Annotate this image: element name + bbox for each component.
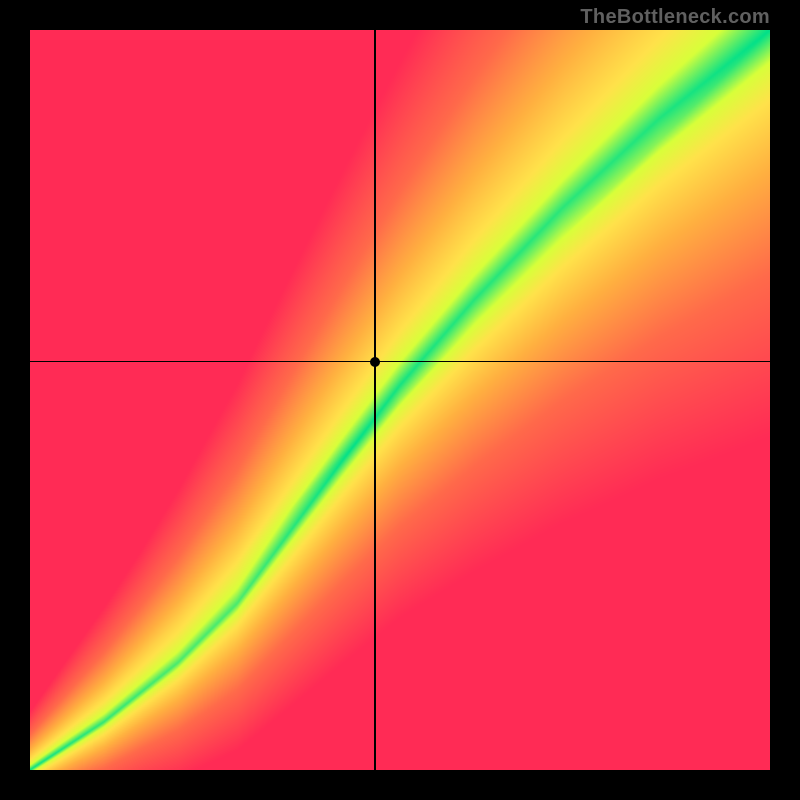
chart-frame: TheBottleneck.com [0, 0, 800, 800]
crosshair-vertical [374, 30, 376, 770]
current-point-marker [370, 357, 380, 367]
bottleneck-heatmap [30, 30, 770, 770]
crosshair-horizontal [30, 361, 770, 363]
watermark-text: TheBottleneck.com [580, 6, 770, 29]
